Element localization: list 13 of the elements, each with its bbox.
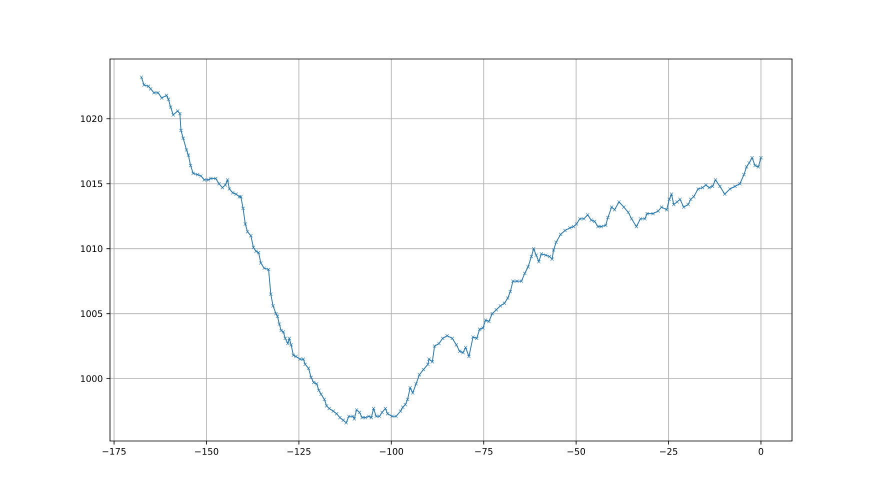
x-tick-label: −50 [568, 448, 586, 455]
x-tick-label: −25 [660, 448, 678, 455]
y-tick-label: 1000 [81, 375, 102, 382]
x-tick-label: −150 [195, 448, 218, 455]
x-tick-label: −75 [475, 448, 492, 455]
x-tick-label: 0 [758, 448, 764, 455]
x-tick-label: −125 [287, 448, 310, 455]
y-tick-label: 1020 [81, 115, 102, 122]
x-tick-label: −175 [102, 448, 126, 455]
y-tick-label: 1015 [81, 180, 102, 188]
y-tick-label: 1010 [81, 245, 102, 252]
y-tick-label: 1005 [81, 310, 102, 318]
x-tick-label: −100 [380, 448, 404, 455]
